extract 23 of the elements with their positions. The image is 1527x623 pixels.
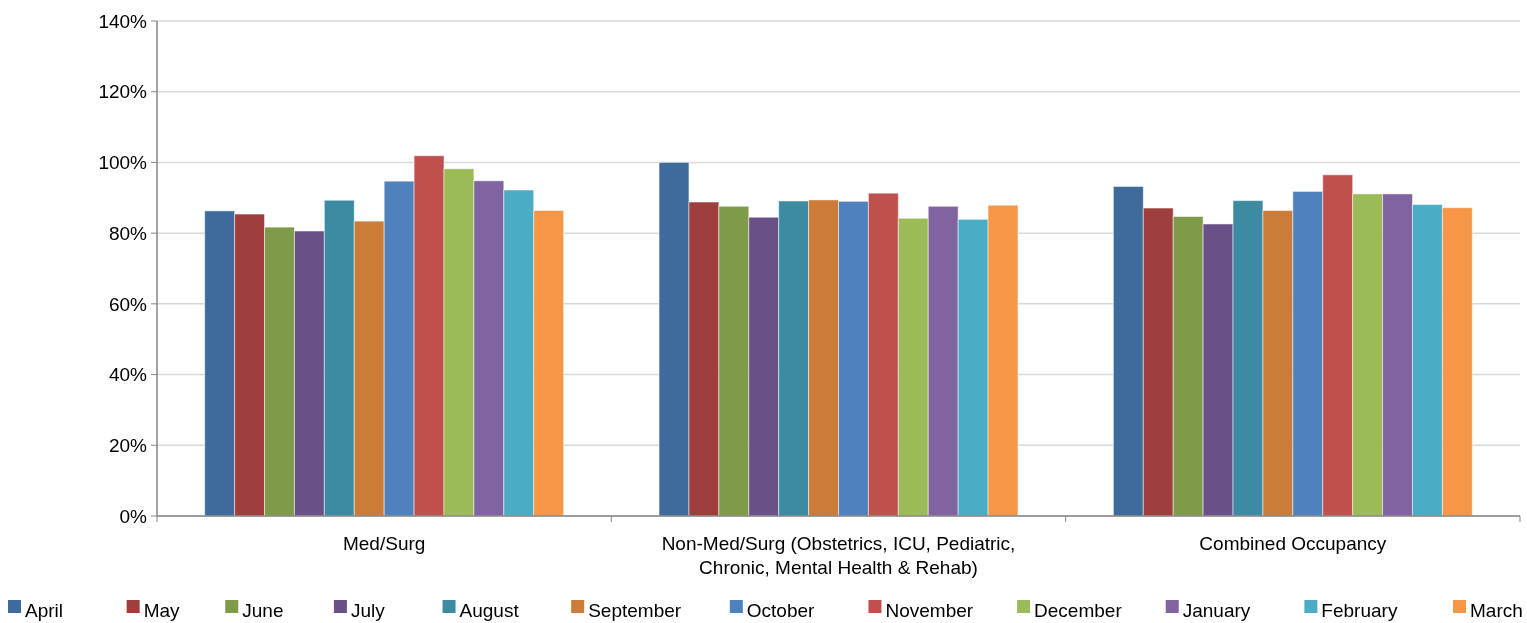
legend-label: March: [1470, 599, 1523, 621]
legend-label: February: [1321, 599, 1398, 621]
x-tick-label: Med/Surg: [342, 533, 426, 554]
legend-label: June: [242, 599, 284, 621]
legend-label: July: [350, 599, 386, 621]
y-tick-label: 80%: [108, 222, 148, 244]
legend-label: December: [1034, 599, 1123, 621]
legend-label: January: [1182, 599, 1251, 621]
legend-label: April: [25, 599, 64, 621]
legend-label: May: [143, 599, 181, 621]
y-tick-label: 140%: [98, 10, 148, 32]
y-tick-label: 40%: [108, 364, 148, 386]
y-tick-label: 120%: [98, 81, 148, 103]
y-tick-label: 60%: [108, 293, 148, 315]
legend-label: October: [746, 599, 816, 621]
x-tick-label: Combined Occupancy: [1199, 533, 1387, 554]
y-tick-label: 0%: [119, 505, 148, 527]
legend-label: September: [588, 599, 682, 621]
legend-label: November: [885, 599, 974, 621]
y-tick-label: 20%: [108, 434, 148, 456]
legend-label: August: [459, 599, 520, 621]
x-tick-label: Non-Med/Surg (Obstetrics, ICU, Pediatric, Chronic, Mental Health & Rehab): [661, 533, 1016, 578]
y-tick-label: 100%: [98, 152, 148, 174]
